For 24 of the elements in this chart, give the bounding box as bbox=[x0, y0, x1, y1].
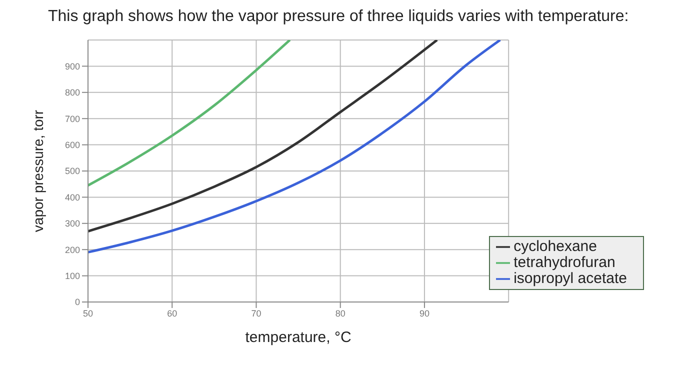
x-tick-label: 80 bbox=[335, 308, 346, 318]
y-tick-label: 300 bbox=[64, 218, 80, 229]
y-tick-label: 500 bbox=[64, 166, 80, 176]
chart-title: This graph shows how the vapor pressure of three liquids varies with temperature: bbox=[48, 8, 630, 26]
x-tick-label: 50 bbox=[82, 308, 94, 318]
legend-label: cyclohexane bbox=[514, 238, 597, 255]
line-series bbox=[88, 40, 502, 254]
line-series bbox=[88, 40, 438, 233]
legend-label: isopropyl acetate bbox=[514, 270, 627, 287]
y-tick-label: 0 bbox=[74, 297, 80, 308]
legend-label: tetrahydrofuran bbox=[514, 254, 616, 271]
x-axis-title: temperature, °C bbox=[245, 329, 352, 346]
y-tick-label: 900 bbox=[64, 61, 80, 72]
x-tick-label: 70 bbox=[251, 308, 262, 318]
line-series bbox=[88, 40, 292, 187]
y-tick-label: 700 bbox=[64, 114, 80, 124]
x-tick-label: 90 bbox=[419, 308, 430, 318]
y-tick-label: 400 bbox=[64, 192, 80, 202]
x-tick-label: 60 bbox=[167, 308, 178, 318]
y-tick-label: 100 bbox=[64, 270, 80, 281]
y-tick-label: 600 bbox=[64, 140, 80, 150]
y-axis-title: vapor pressure, torr bbox=[30, 110, 46, 232]
y-tick-label: 200 bbox=[64, 244, 80, 255]
y-tick-label: 800 bbox=[64, 88, 80, 98]
